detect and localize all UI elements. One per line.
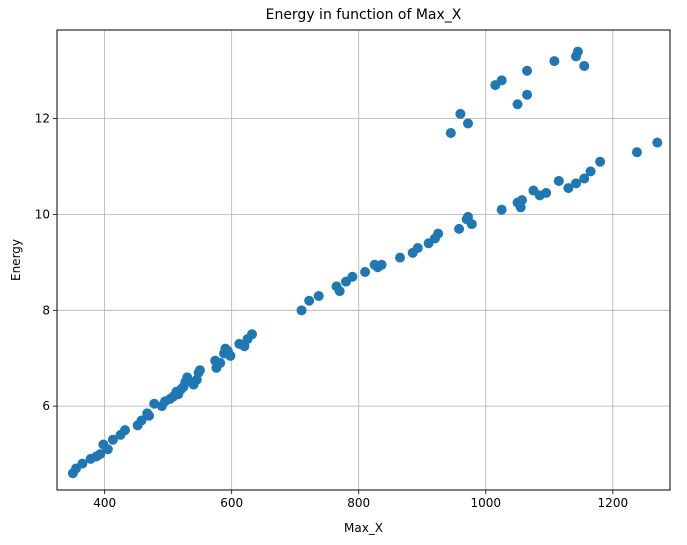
data-point bbox=[631, 147, 642, 158]
y-axis-ticks: 6 8 10 12 bbox=[35, 112, 57, 413]
data-point bbox=[496, 75, 507, 86]
data-point bbox=[247, 329, 258, 340]
y-tick-label: 10 bbox=[35, 207, 50, 221]
data-point bbox=[376, 259, 387, 270]
x-tick-label: 800 bbox=[347, 496, 370, 510]
data-point bbox=[512, 99, 523, 110]
data-point bbox=[563, 183, 574, 194]
data-point bbox=[462, 118, 473, 129]
data-point bbox=[313, 290, 324, 301]
chart-title: Energy in function of Max_X bbox=[266, 7, 462, 23]
data-point bbox=[182, 372, 193, 383]
data-point bbox=[136, 415, 147, 426]
y-tick-label: 6 bbox=[42, 399, 50, 413]
data-point bbox=[541, 187, 552, 198]
data-point bbox=[585, 166, 596, 177]
data-point bbox=[433, 228, 444, 239]
x-tick-label: 1000 bbox=[471, 496, 502, 510]
data-point bbox=[496, 204, 507, 215]
data-point bbox=[95, 449, 106, 460]
data-point bbox=[522, 65, 533, 76]
data-point bbox=[194, 365, 205, 376]
data-point bbox=[304, 295, 315, 306]
x-axis-ticks: 400 600 800 1000 1200 bbox=[93, 490, 628, 510]
data-point bbox=[347, 271, 358, 282]
data-point bbox=[522, 89, 533, 100]
data-point bbox=[579, 60, 590, 71]
data-point bbox=[149, 398, 160, 409]
data-point bbox=[144, 410, 155, 421]
x-axis-label: Max_X bbox=[344, 521, 383, 535]
data-point bbox=[553, 175, 564, 186]
data-point bbox=[225, 350, 236, 361]
data-point bbox=[334, 286, 345, 297]
data-point bbox=[119, 425, 130, 436]
data-point bbox=[360, 266, 371, 277]
data-point bbox=[107, 434, 118, 445]
x-tick-label: 600 bbox=[220, 496, 243, 510]
plot-area-frame bbox=[56, 29, 671, 491]
data-point bbox=[296, 305, 307, 316]
data-point bbox=[395, 252, 406, 263]
data-point bbox=[466, 219, 477, 230]
data-point bbox=[454, 223, 465, 234]
data-point bbox=[516, 195, 527, 206]
data-point bbox=[77, 458, 88, 469]
data-point bbox=[215, 358, 226, 369]
data-points bbox=[67, 46, 663, 479]
y-tick-label: 8 bbox=[42, 303, 50, 317]
data-point bbox=[455, 108, 466, 119]
data-point bbox=[595, 156, 606, 167]
y-axis-label: Energy bbox=[9, 239, 23, 281]
data-point bbox=[570, 178, 581, 189]
y-tick-label: 12 bbox=[35, 112, 50, 126]
data-point bbox=[579, 173, 590, 184]
data-point bbox=[549, 56, 560, 67]
data-point bbox=[572, 46, 583, 57]
x-tick-label: 400 bbox=[93, 496, 116, 510]
grid-lines bbox=[57, 30, 670, 490]
data-point bbox=[652, 137, 663, 148]
data-point bbox=[102, 444, 113, 455]
data-point bbox=[445, 128, 456, 139]
data-point bbox=[412, 243, 423, 254]
x-tick-label: 1200 bbox=[598, 496, 629, 510]
